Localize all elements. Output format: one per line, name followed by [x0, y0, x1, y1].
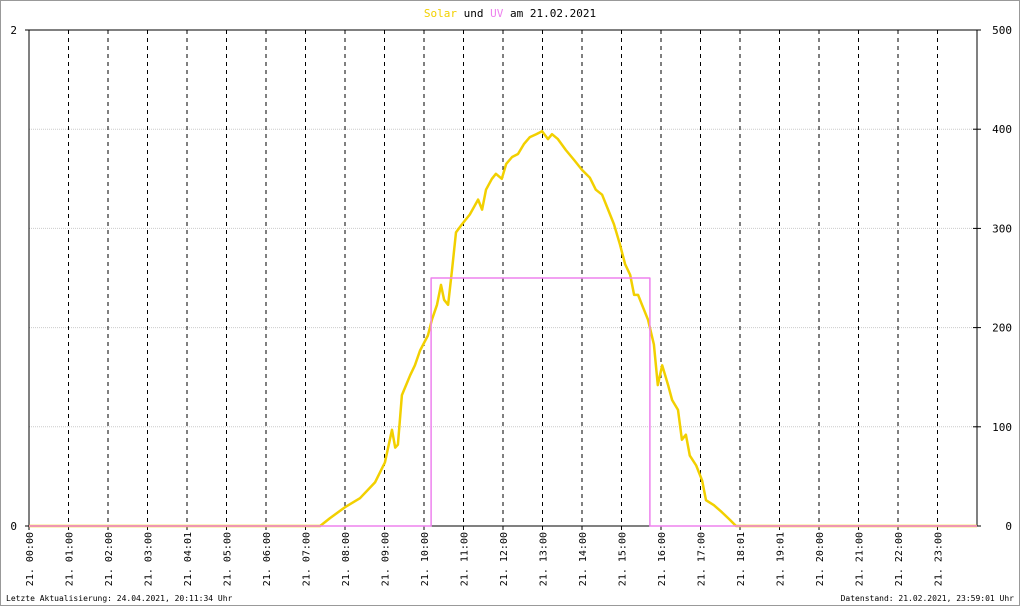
x-tick-label: 21. 07:00 — [302, 532, 313, 586]
x-tick-label: 21. 16:00 — [657, 532, 668, 586]
footer-right: Datenstand: 21.02.2021, 23:59:01 Uhr — [841, 594, 1015, 603]
title-joiner: und — [464, 7, 484, 20]
x-tick-label: 21. 03:00 — [144, 532, 155, 586]
y2-tick-label: 500 — [992, 24, 1012, 37]
x-tick-label: 21. 10:00 — [420, 532, 431, 586]
y2-tick-label: 400 — [992, 123, 1012, 136]
x-tick-label: 21. 06:00 — [262, 532, 273, 586]
chart-title: Solar und UV am 21.02.2021 — [424, 7, 596, 20]
x-tick-label: 21. 21:00 — [855, 532, 866, 586]
y-tick-label: 2 — [10, 24, 17, 37]
title-solar: Solar — [424, 7, 457, 20]
x-tick-label: 21. 00:00 — [25, 532, 36, 586]
x-tick-label: 21. 12:00 — [499, 532, 510, 586]
y2-tick-label: 0 — [1005, 520, 1012, 533]
x-tick-label: 21. 23:00 — [934, 532, 945, 586]
title-uv: UV — [490, 7, 504, 20]
x-tick-label: 21. 05:00 — [223, 532, 234, 586]
x-tick-label: 21. 13:00 — [539, 532, 550, 586]
y2-tick-label: 200 — [992, 322, 1012, 335]
x-tick-label: 21. 11:00 — [460, 532, 471, 586]
x-tick-label: 21. 04:01 — [183, 532, 194, 586]
x-tick-label: 21. 22:00 — [894, 532, 905, 586]
x-tick-label: 21. 20:00 — [815, 532, 826, 586]
x-tick-label: 21. 09:00 — [381, 532, 392, 586]
x-tick-label: 21. 14:00 — [578, 532, 589, 586]
series-line — [29, 129, 977, 528]
y2-tick-label: 100 — [992, 421, 1012, 434]
x-tick-label: 21. 17:00 — [697, 532, 708, 586]
series-line — [29, 277, 977, 527]
x-tick-label: 21. 18:01 — [736, 532, 747, 586]
x-tick-label: 21. 08:00 — [341, 532, 352, 586]
y-tick-label: 0 — [10, 520, 17, 533]
x-tick-label: 21. 02:00 — [104, 532, 115, 586]
x-tick-label: 21. 19:01 — [776, 532, 787, 586]
footer-left: Letzte Aktualisierung: 24.04.2021, 20:11… — [6, 594, 233, 603]
title-suffix: am 21.02.2021 — [510, 7, 596, 20]
x-tick-label: 21. 15:00 — [618, 532, 629, 586]
x-tick-label: 21. 01:00 — [65, 532, 76, 586]
y2-tick-label: 300 — [992, 222, 1012, 235]
